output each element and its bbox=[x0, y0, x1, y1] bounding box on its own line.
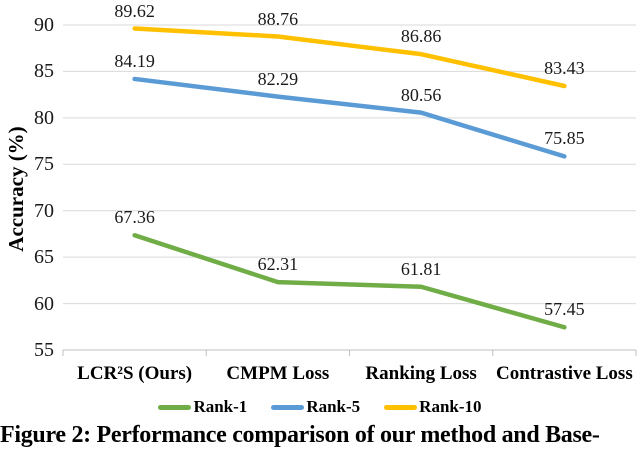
data-label-rank-10: 88.76 bbox=[257, 8, 299, 29]
legend-line-icon bbox=[158, 404, 192, 410]
plot-canvas bbox=[62, 24, 637, 356]
legend-item-rank-10: Rank-10 bbox=[384, 397, 482, 417]
data-label-rank-10: 83.43 bbox=[544, 58, 585, 78]
legend-line-icon bbox=[271, 404, 305, 410]
data-label-rank-1: 67.36 bbox=[114, 207, 155, 228]
x-category-label: Ranking Loss bbox=[365, 363, 477, 384]
series-line-rank-5 bbox=[132, 76, 567, 159]
data-label-rank-10: 89.62 bbox=[114, 0, 155, 21]
legend-label: Rank-10 bbox=[419, 397, 482, 416]
x-category-label: Contrastive Loss bbox=[496, 363, 633, 384]
y-axis-title: Accuracy (%) bbox=[4, 126, 28, 252]
series-line-rank-1 bbox=[132, 232, 567, 330]
figure-caption: Figure 2: Performance comparison of our … bbox=[0, 422, 600, 448]
data-label-rank-10: 86.86 bbox=[400, 26, 442, 47]
y-tick-label: 75 bbox=[34, 153, 54, 176]
legend-line-icon bbox=[384, 404, 418, 410]
y-tick-label: 70 bbox=[34, 199, 54, 222]
data-label-rank-5: 75.85 bbox=[544, 128, 585, 149]
series-line-rank-10 bbox=[132, 26, 567, 89]
data-label-rank-5: 82.29 bbox=[257, 68, 299, 89]
x-category-label: LCR²S (Ours) bbox=[77, 363, 193, 384]
y-tick-label: 90 bbox=[34, 14, 54, 36]
legend-item-rank-5: Rank-5 bbox=[271, 397, 360, 417]
data-label-rank-5: 80.56 bbox=[400, 84, 442, 105]
x-category-label: CMPM Loss bbox=[226, 363, 330, 384]
y-tick-label: 85 bbox=[34, 60, 54, 83]
legend-item-rank-1: Rank-1 bbox=[158, 397, 247, 417]
legend-label: Rank-1 bbox=[193, 397, 248, 416]
data-label-rank-5: 84.19 bbox=[114, 50, 155, 71]
data-label-rank-1: 62.31 bbox=[257, 254, 299, 275]
y-tick-label: 55 bbox=[34, 339, 54, 361]
legend-label: Rank-5 bbox=[306, 397, 361, 416]
y-tick-label: 60 bbox=[34, 292, 54, 315]
data-label-rank-1: 61.81 bbox=[400, 258, 442, 279]
y-tick-label: 80 bbox=[34, 106, 54, 129]
data-label-rank-1: 57.45 bbox=[544, 299, 585, 320]
y-tick-label: 65 bbox=[34, 246, 54, 269]
legend: Rank-1 Rank-5 Rank-10 bbox=[0, 395, 640, 419]
chart-area: 55 60 65 70 75 80 85 90 LCR²S (Ours) CMPM Loss Ra… bbox=[4, 0, 637, 384]
